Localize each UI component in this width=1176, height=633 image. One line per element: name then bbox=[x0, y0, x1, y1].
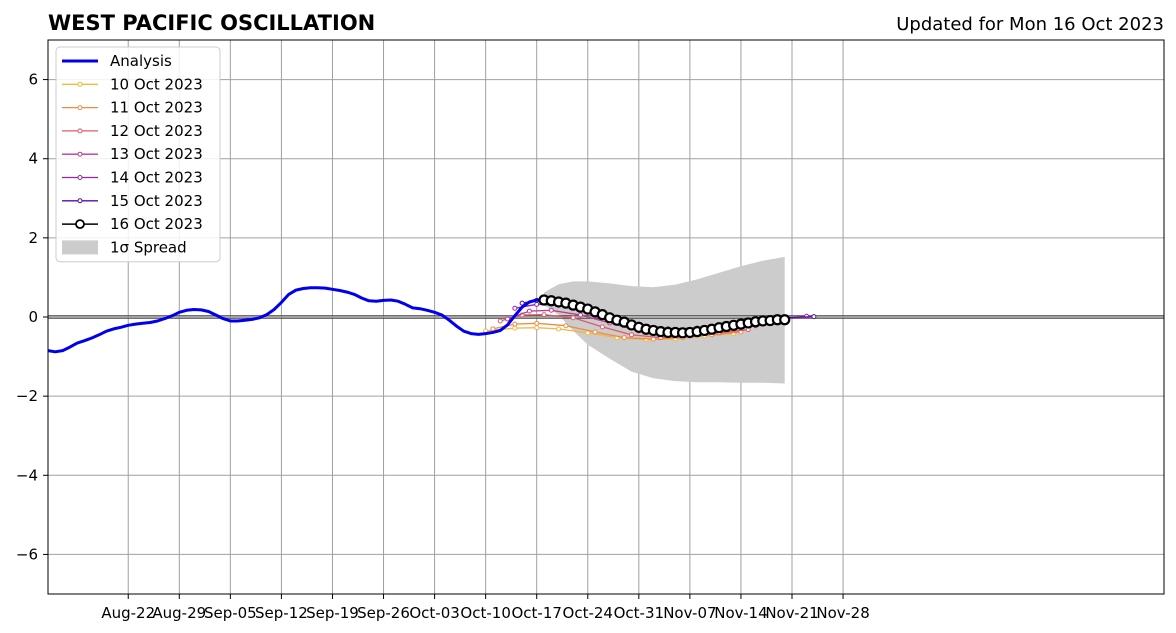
y-tick-label: 2 bbox=[28, 229, 38, 247]
forecast-point bbox=[570, 315, 576, 321]
legend-label: 16 Oct 2023 bbox=[110, 215, 203, 233]
legend-label: 1σ Spread bbox=[110, 238, 187, 256]
forecast-point bbox=[548, 307, 554, 313]
x-tick-label: Oct-10 bbox=[460, 604, 510, 622]
x-tick-label: Sep-19 bbox=[306, 604, 359, 622]
forecast-point bbox=[585, 330, 591, 336]
spread-band-layer bbox=[544, 256, 785, 384]
spread-band bbox=[544, 256, 785, 384]
forecast-point bbox=[621, 335, 627, 341]
x-tick-label: Oct-03 bbox=[409, 604, 459, 622]
forecast-point bbox=[650, 336, 656, 342]
x-tick-label: Sep-26 bbox=[357, 604, 410, 622]
forecast-point bbox=[519, 300, 525, 306]
forecast-point bbox=[526, 308, 532, 314]
forecast-point bbox=[629, 332, 635, 338]
chart-subtitle: Updated for Mon 16 Oct 2023 bbox=[896, 14, 1164, 35]
y-tick-label: 0 bbox=[28, 308, 38, 326]
x-tick-label: Nov-14 bbox=[714, 604, 767, 622]
forecast-point bbox=[505, 316, 511, 322]
forecast-point bbox=[534, 320, 540, 326]
legend-swatch bbox=[62, 240, 98, 255]
legend-label: 15 Oct 2023 bbox=[110, 192, 203, 210]
chart-title: WEST PACIFIC OSCILLATION bbox=[48, 11, 375, 35]
x-tick-label: Sep-12 bbox=[255, 604, 308, 622]
forecast-point bbox=[534, 301, 540, 307]
x-tick-label: Aug-22 bbox=[101, 604, 155, 622]
legend-box bbox=[55, 46, 221, 263]
x-tick-label: Aug-29 bbox=[152, 604, 206, 622]
x-tick-label: Oct-17 bbox=[511, 604, 561, 622]
forecast-point bbox=[556, 326, 562, 332]
x-tick-label: Oct-24 bbox=[563, 604, 613, 622]
forecast-point bbox=[512, 325, 518, 331]
x-tick-label: Oct-31 bbox=[614, 604, 664, 622]
legend-label: Analysis bbox=[110, 52, 172, 70]
y-tick-label: −6 bbox=[16, 545, 38, 563]
legend-marker bbox=[77, 128, 83, 134]
forecast-point bbox=[534, 325, 540, 331]
y-tick-label: −2 bbox=[16, 387, 38, 405]
legend-label: 14 Oct 2023 bbox=[110, 169, 203, 187]
legend-label: 13 Oct 2023 bbox=[110, 145, 203, 163]
forecast-point bbox=[577, 312, 583, 318]
x-tick-label: Nov-28 bbox=[816, 604, 869, 622]
legend: Analysis 10 Oct 2023 11 Oct 2023 12 Oct 202… bbox=[55, 46, 221, 263]
x-tick-label: Nov-21 bbox=[765, 604, 818, 622]
y-tick-label: 6 bbox=[28, 71, 38, 89]
legend-label: 10 Oct 2023 bbox=[110, 75, 203, 93]
legend-label: 11 Oct 2023 bbox=[110, 99, 203, 117]
legend-marker bbox=[77, 198, 83, 204]
legend-marker bbox=[77, 105, 83, 111]
legend-marker bbox=[77, 81, 83, 87]
forecast-point bbox=[599, 324, 605, 330]
y-tick-label: 4 bbox=[28, 150, 38, 168]
series-layer bbox=[47, 286, 817, 354]
forecast-point bbox=[490, 326, 496, 332]
legend-marker bbox=[77, 151, 83, 157]
legend-label: 12 Oct 2023 bbox=[110, 122, 203, 140]
forecast-point bbox=[592, 329, 598, 335]
analysis-line bbox=[47, 286, 544, 354]
forecast-point bbox=[811, 314, 817, 320]
forecast-point bbox=[563, 323, 569, 329]
forecast-point bbox=[512, 305, 518, 311]
forecast-point bbox=[497, 318, 503, 324]
y-tick-label: −4 bbox=[16, 466, 38, 484]
x-tick-label: Sep-05 bbox=[204, 604, 257, 622]
forecast-point-latest bbox=[779, 314, 791, 326]
legend-marker bbox=[77, 175, 83, 180]
legend-marker bbox=[75, 219, 85, 230]
forecast-point bbox=[541, 312, 547, 318]
forecast-point bbox=[512, 321, 518, 327]
x-tick-label: Nov-07 bbox=[663, 604, 716, 622]
